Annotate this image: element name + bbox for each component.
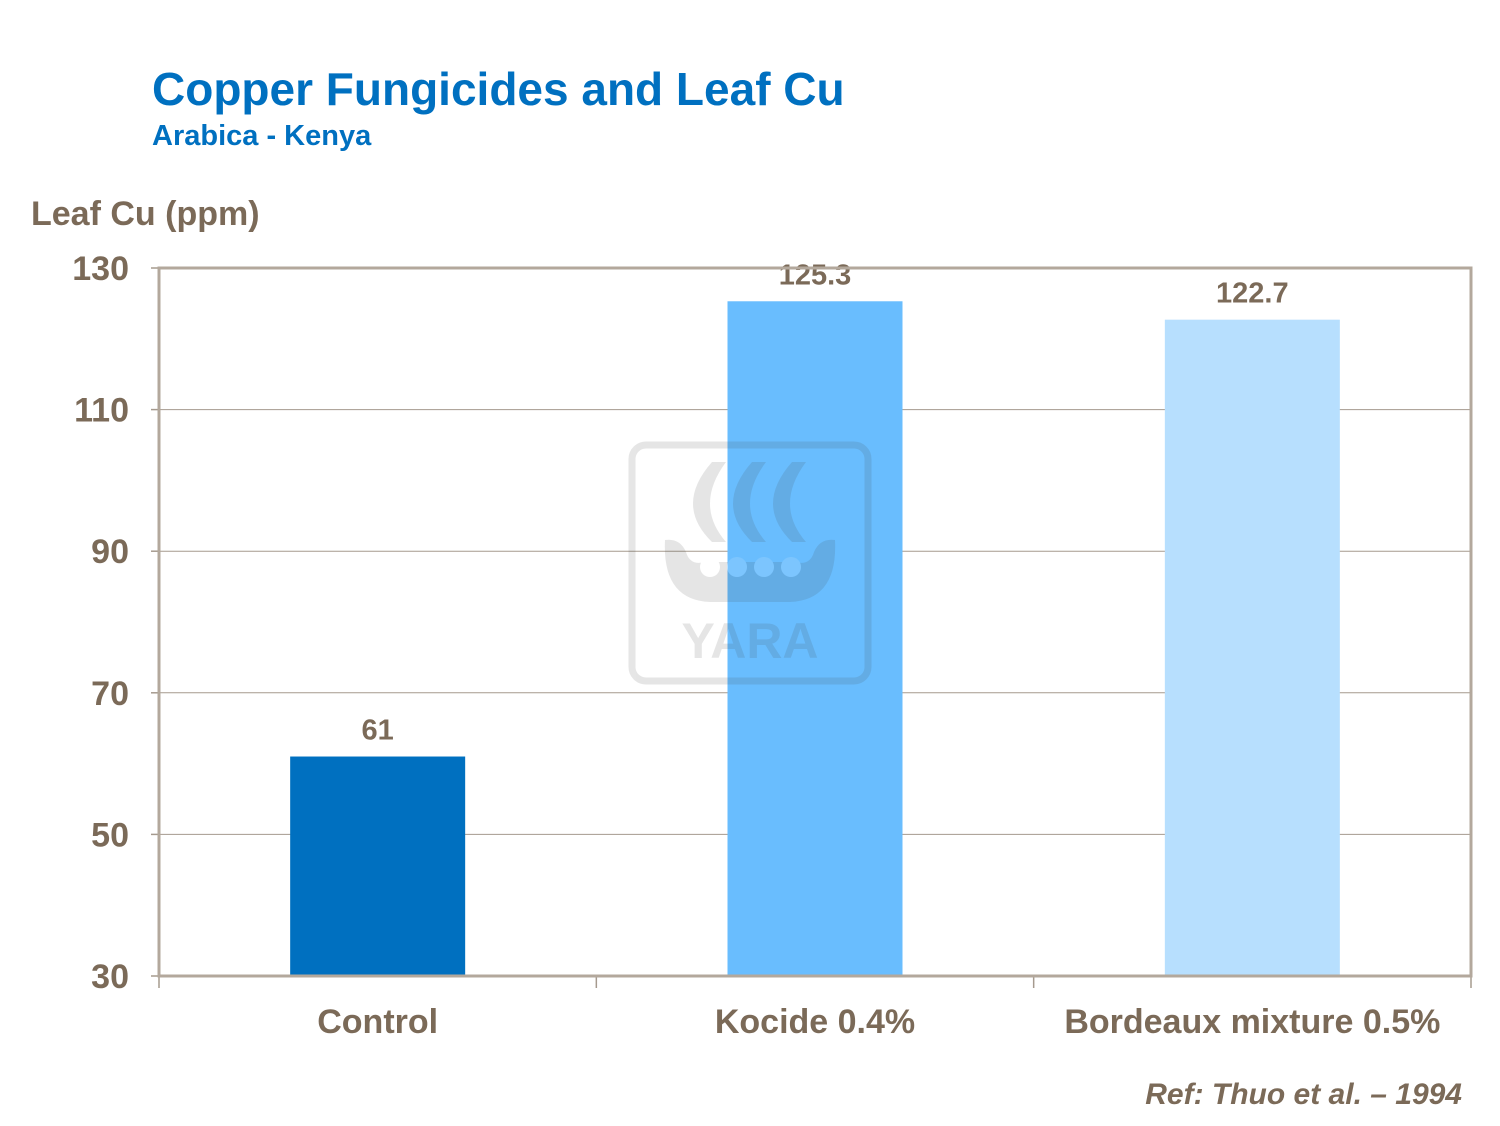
- y-tick-label: 110: [74, 392, 129, 430]
- bar: [727, 301, 903, 976]
- chart-subtitle: Arabica - Kenya: [152, 120, 372, 152]
- bar: [1164, 319, 1340, 977]
- y-tick-label: 30: [91, 958, 129, 996]
- reference-note: Ref: Thuo et al. – 1994: [1145, 1078, 1462, 1111]
- svg-text:YARA: YARA: [681, 613, 818, 669]
- y-tick-label: 50: [91, 816, 129, 854]
- y-tick-label: 130: [72, 250, 129, 288]
- data-label: 125.3: [779, 259, 852, 291]
- chart-title: Copper Fungicides and Leaf Cu: [152, 63, 845, 115]
- x-tick-label: Control: [317, 1003, 438, 1041]
- yara-watermark-logo: YARA: [628, 441, 872, 685]
- y-axis-label: Leaf Cu (ppm): [31, 195, 260, 233]
- y-tick-label: 90: [91, 533, 129, 571]
- x-tick-label: Kocide 0.4%: [715, 1003, 915, 1041]
- bar: [290, 756, 466, 976]
- plot-frame: [157, 266, 1473, 978]
- data-label: 61: [362, 715, 394, 747]
- x-tick-label: Bordeaux mixture 0.5%: [1064, 1003, 1440, 1041]
- data-label: 122.7: [1216, 278, 1289, 310]
- y-tick-label: 70: [91, 675, 129, 713]
